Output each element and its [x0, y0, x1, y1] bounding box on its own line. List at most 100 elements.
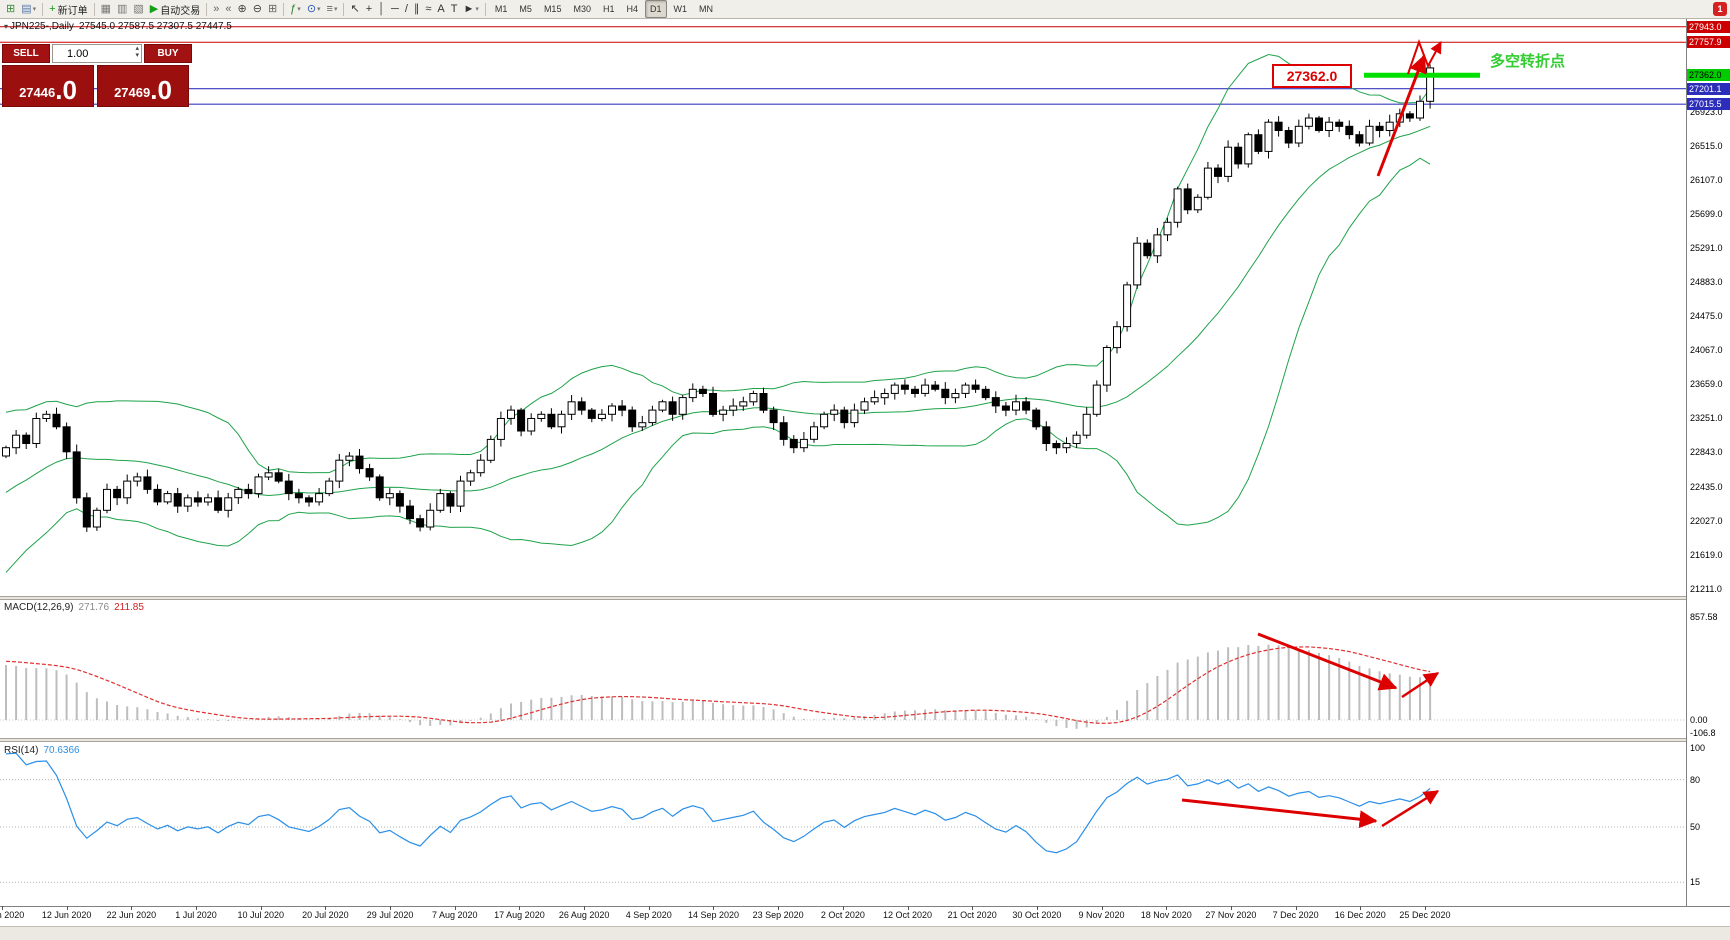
buy-button[interactable]: BUY — [144, 44, 192, 63]
date-tick — [713, 906, 715, 910]
indicators-button[interactable]: ƒ ▾ — [287, 1, 304, 17]
buy-price-frac: .0 — [150, 75, 172, 105]
panel-splitter-rsi[interactable] — [0, 738, 1730, 742]
chart-title: ▾ JPN225-,Daily 27545.0 27587.5 27307.5 27… — [4, 21, 232, 32]
chart-shift-button[interactable]: « — [222, 1, 234, 17]
templates-button[interactable]: ≡ ▾ — [324, 1, 341, 17]
macd-signal-value: 211.85 — [114, 602, 144, 613]
date-label: 18 Nov 2020 — [1140, 910, 1192, 920]
crosshair-button[interactable]: + — [363, 1, 375, 17]
label-button[interactable]: T — [448, 1, 461, 17]
data-window-button[interactable]: ▥ — [114, 1, 130, 17]
zoom-in-button[interactable]: ⊕ — [235, 1, 250, 17]
buy-price-int: 27469 — [114, 85, 151, 100]
time-scale[interactable] — [0, 906, 1730, 926]
sell-price-int: 27446 — [19, 85, 56, 100]
price-marker-27362.0: 27362.0 — [1687, 69, 1730, 81]
rsi-panel-area[interactable] — [0, 742, 1730, 906]
channel-icon: ∥ — [413, 3, 420, 15]
new-order-button[interactable]: + 新订单 — [46, 1, 90, 17]
price-level-annotation[interactable]: 27362.0 — [1272, 64, 1352, 88]
rsi-scale-label: 80 — [1690, 775, 1701, 785]
main-chart-area[interactable] — [0, 18, 1730, 596]
arrows-button[interactable]: ► ▾ — [461, 1, 482, 17]
sell-button[interactable]: SELL — [2, 44, 50, 63]
date-label: 17 Aug 2020 — [494, 910, 545, 920]
tile-windows-icon: ⊞ — [267, 3, 278, 15]
toolbar: ⊞ ▤ ▾ + 新订单 ▦ ▥ ▧ ▶ 自动交易» «⊕ ⊖ ⊞ ƒ ▾ ⊙ ▾ ≡ ▾ ↖ + │ ─ / ∥ ≈ A T ► ▾ M1 M… — [0, 0, 1730, 19]
date-tick — [1360, 906, 1362, 910]
fibonacci-button[interactable]: ≈ — [422, 1, 434, 17]
date-tick — [1424, 906, 1426, 910]
autotrading-button[interactable]: ▶ 自动交易 — [147, 1, 203, 17]
rsi-scale-label: 50 — [1690, 822, 1701, 832]
timeframe-h1-button[interactable]: H1 — [602, 4, 615, 14]
date-label: 20 Jul 2020 — [302, 910, 349, 920]
price-marker-27757.9: 27757.9 — [1687, 36, 1730, 48]
date-label: 27 Nov 2020 — [1205, 910, 1257, 920]
panel-splitter-macd[interactable] — [0, 596, 1730, 600]
notification-badge[interactable]: 1 — [1713, 2, 1727, 16]
date-tick — [519, 906, 521, 910]
date-tick — [1295, 906, 1297, 910]
lot-stepper[interactable]: ▴ ▾ — [135, 45, 139, 59]
buy-price-display[interactable]: 27469.0 — [97, 65, 189, 107]
scale-tick-label: 21619.0 — [1690, 550, 1723, 560]
channel-button[interactable]: ∥ — [411, 1, 423, 17]
scale-tick-label: 24883.0 — [1690, 277, 1723, 287]
profiles-button[interactable]: ▤ ▾ — [18, 1, 39, 17]
new-order-button-label: 新订单 — [57, 5, 88, 17]
macd-scale-label: 0.00 — [1690, 715, 1708, 725]
scale-tick-label: 22843.0 — [1690, 447, 1723, 457]
date-tick — [454, 906, 456, 910]
timeframe-h4-button[interactable]: H4 — [626, 4, 638, 14]
dropdown-icon: ▾ — [333, 6, 338, 13]
trendline-button[interactable]: / — [402, 1, 411, 17]
timeframe-mn-button[interactable]: MN — [699, 4, 714, 14]
timeframe-d1-button[interactable]: D1 — [645, 0, 667, 18]
navigator-button[interactable]: ▧ — [130, 1, 146, 17]
timeframe-m30-button[interactable]: M30 — [573, 4, 591, 14]
new-chart-icon: ⊞ — [6, 3, 16, 15]
vertical-line-button[interactable]: │ — [375, 1, 388, 17]
timeframe-m15-button[interactable]: M15 — [543, 4, 562, 14]
date-label: 3 Jun 2020 — [0, 910, 25, 920]
date-label: 2 Oct 2020 — [820, 910, 865, 920]
symbol-dropdown-icon[interactable]: ▾ — [4, 22, 9, 31]
scale-tick-label: 26107.0 — [1690, 175, 1723, 185]
turning-point-note[interactable]: 多空转折点 — [1490, 53, 1566, 70]
label-icon: T — [450, 3, 458, 15]
zoom-out-button[interactable]: ⊖ — [250, 1, 265, 17]
text-button[interactable]: A — [434, 1, 447, 17]
lot-down-icon[interactable]: ▾ — [135, 52, 139, 59]
date-tick — [648, 906, 650, 910]
price-scale[interactable] — [1686, 18, 1730, 906]
date-label: 16 Dec 2020 — [1334, 910, 1386, 920]
scale-tick-label: 21211.0 — [1690, 584, 1722, 594]
market-watch-button[interactable]: ▦ — [98, 1, 114, 17]
dropdown-icon: ▾ — [475, 6, 479, 13]
timeframe-m1-button[interactable]: M1 — [494, 4, 508, 14]
scale-tick-label: 26923.0 — [1690, 107, 1723, 117]
navigator-icon: ▧ — [133, 3, 144, 15]
date-label: 25 Dec 2020 — [1399, 910, 1451, 920]
autoscroll-button[interactable]: » — [210, 1, 222, 17]
horizontal-line-button[interactable]: ─ — [388, 1, 402, 17]
tile-windows-button[interactable]: ⊞ — [265, 1, 280, 17]
price-marker-27943.0: 27943.0 — [1687, 21, 1730, 33]
date-label: 4 Sep 2020 — [625, 910, 672, 920]
sell-price-display[interactable]: 27446.0 — [2, 65, 94, 107]
timeframe-m5-button[interactable]: M5 — [519, 4, 532, 14]
new-chart-button[interactable]: ⊞ — [3, 1, 18, 17]
cursor-button[interactable]: ↖ — [347, 1, 362, 17]
date-tick — [778, 906, 780, 910]
timeframe-w1-button[interactable]: W1 — [673, 4, 688, 14]
lot-up-icon[interactable]: ▴ — [135, 45, 139, 52]
date-label: 14 Sep 2020 — [687, 910, 739, 920]
toolbar-separator — [283, 2, 285, 16]
date-label: 22 Jun 2020 — [106, 910, 157, 920]
periods-button[interactable]: ⊙ ▾ — [304, 1, 324, 17]
macd-panel-area[interactable] — [0, 600, 1730, 738]
lot-size-field[interactable]: 1.00 ▴ ▾ — [52, 44, 142, 63]
